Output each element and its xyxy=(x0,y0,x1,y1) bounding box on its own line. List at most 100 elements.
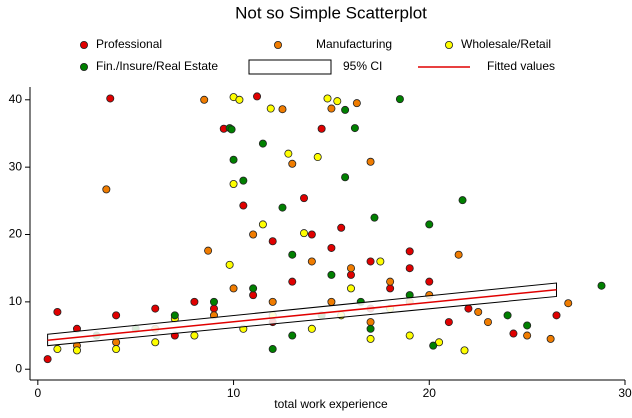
point xyxy=(395,95,404,104)
point xyxy=(112,311,121,320)
chart-title: Not so Simple Scatterplot xyxy=(235,3,427,22)
point xyxy=(227,125,236,134)
point xyxy=(229,155,238,164)
point xyxy=(464,304,473,313)
point xyxy=(405,247,414,256)
legend-marker xyxy=(80,63,89,72)
x-tick-label: 10 xyxy=(227,386,241,400)
point xyxy=(546,334,555,343)
point xyxy=(366,334,375,343)
point xyxy=(151,338,160,347)
point xyxy=(288,159,297,168)
point xyxy=(386,284,395,293)
point xyxy=(268,237,277,246)
y-tick-label: 30 xyxy=(9,159,23,173)
legend-label: Fitted values xyxy=(487,59,555,73)
point xyxy=(458,196,467,205)
point xyxy=(405,331,414,340)
legend-marker xyxy=(80,41,89,50)
legend-marker xyxy=(273,41,282,50)
point xyxy=(435,338,444,347)
point xyxy=(229,284,238,293)
point xyxy=(288,331,297,340)
point xyxy=(72,346,81,355)
point xyxy=(170,311,179,320)
point xyxy=(278,105,287,114)
y-tick-label: 0 xyxy=(15,361,22,375)
point xyxy=(597,281,606,290)
point xyxy=(460,346,469,355)
point xyxy=(376,257,385,266)
point xyxy=(327,270,336,279)
point xyxy=(307,230,316,239)
legend-marker xyxy=(444,41,453,50)
point xyxy=(444,318,453,327)
point xyxy=(300,229,309,238)
point xyxy=(346,264,355,273)
point xyxy=(300,194,309,203)
point xyxy=(102,185,111,194)
point xyxy=(239,201,248,210)
x-tick-label: 20 xyxy=(423,386,437,400)
point xyxy=(352,99,361,108)
point xyxy=(190,331,199,340)
point xyxy=(229,179,238,188)
point xyxy=(346,270,355,279)
y-tick-label: 40 xyxy=(9,92,23,106)
legend-label: Wholesale/Retail xyxy=(461,37,551,51)
point xyxy=(327,297,336,306)
point xyxy=(112,345,121,354)
point xyxy=(258,220,267,229)
point xyxy=(483,318,492,327)
legend-label: Professional xyxy=(96,37,162,51)
point xyxy=(327,104,336,113)
point xyxy=(429,341,438,350)
point xyxy=(366,318,375,327)
point xyxy=(307,324,316,333)
y-tick-label: 10 xyxy=(9,294,23,308)
point xyxy=(523,321,532,330)
point xyxy=(249,284,258,293)
point xyxy=(317,124,326,133)
point xyxy=(327,243,336,252)
point xyxy=(209,304,218,313)
fit-line xyxy=(47,288,557,342)
x-tick-label: 0 xyxy=(34,386,41,400)
x-tick-label: 30 xyxy=(618,386,632,400)
point xyxy=(53,307,62,316)
point xyxy=(249,291,258,300)
point xyxy=(200,95,209,104)
point xyxy=(346,284,355,293)
point xyxy=(268,297,277,306)
point xyxy=(333,97,342,106)
point xyxy=(239,176,248,185)
legend-ci xyxy=(248,59,332,75)
point xyxy=(204,246,213,255)
legend-label: Fin./Insure/Real Estate xyxy=(96,59,218,73)
point xyxy=(253,92,262,101)
point xyxy=(366,257,375,266)
point xyxy=(235,95,244,104)
point xyxy=(307,257,316,266)
point xyxy=(425,220,434,229)
point xyxy=(552,311,561,320)
point xyxy=(278,203,287,212)
point xyxy=(190,297,199,306)
point xyxy=(313,153,322,162)
legend-label: 95% CI xyxy=(343,59,382,73)
point xyxy=(288,250,297,259)
point xyxy=(268,345,277,354)
point xyxy=(366,157,375,166)
point xyxy=(323,94,332,103)
x-axis-label: total work experience xyxy=(274,397,388,411)
point xyxy=(454,250,463,259)
point xyxy=(350,124,359,133)
point xyxy=(284,149,293,158)
point xyxy=(474,307,483,316)
point xyxy=(503,311,512,320)
point xyxy=(564,299,573,308)
point xyxy=(151,304,160,313)
point xyxy=(53,345,62,354)
point xyxy=(386,277,395,286)
